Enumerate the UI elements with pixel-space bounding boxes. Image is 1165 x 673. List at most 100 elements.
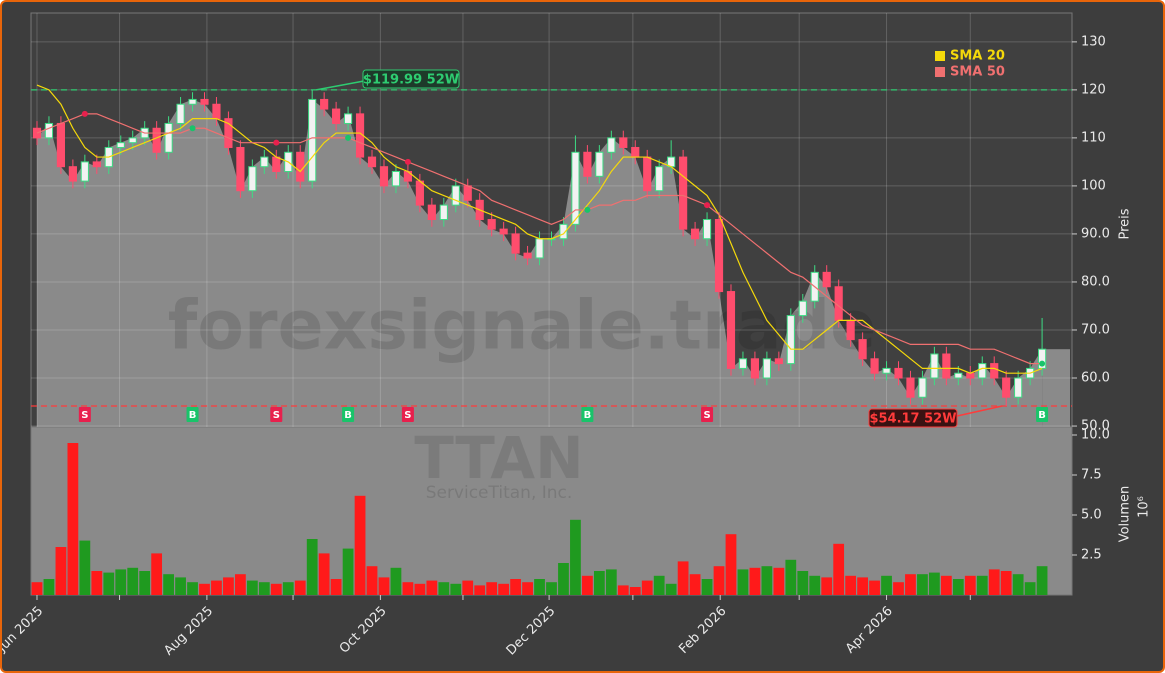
volume-panel (30, 426, 1073, 596)
y-tick-label: 80.0 (1081, 274, 1110, 289)
candle-body (439, 204, 448, 221)
volume-bar (1000, 571, 1012, 595)
signal-badge (401, 407, 414, 422)
candle-body (726, 291, 736, 369)
signal-dot (189, 125, 196, 132)
volume-bar (582, 575, 593, 595)
ticker-watermark: TTAN (414, 424, 583, 492)
candle-body (966, 372, 975, 379)
volume-bar (641, 580, 653, 595)
candle-body (272, 156, 281, 172)
volume-bar (426, 580, 438, 595)
volume-bar (330, 579, 342, 595)
signal-label: B (189, 410, 197, 421)
y2-tick-label: 7.5 (1081, 468, 1102, 483)
candle-body (188, 98, 197, 105)
volume-bar (761, 566, 773, 595)
volume-bar (43, 579, 55, 595)
candle-body (1002, 377, 1011, 398)
y-tick-label: 100 (1081, 178, 1106, 193)
volume-bar (677, 561, 689, 595)
signal-badge (342, 407, 355, 422)
candle-body (128, 137, 137, 144)
candle-body (92, 161, 101, 168)
volume-bar (617, 585, 629, 595)
candle-body (559, 223, 568, 240)
volume-bar (103, 572, 115, 595)
candle-body (332, 108, 341, 124)
candle-body (595, 151, 604, 177)
y-axis-label: Preis (1118, 208, 1133, 239)
candle-body (391, 170, 401, 187)
volume-bar (306, 539, 318, 595)
watermark: forexsignale.trade (168, 287, 877, 366)
y-tick-label: 130 (1081, 34, 1106, 49)
volume-bar (976, 575, 988, 595)
candle-body (152, 127, 161, 153)
x-tick-label: Dec 2025 (504, 604, 559, 659)
signal-label: S (703, 410, 710, 421)
signal-dot (1039, 360, 1046, 367)
candle-body (786, 315, 795, 365)
volume-bar (498, 583, 510, 595)
volume-bar (31, 582, 43, 595)
volume-bar (258, 582, 270, 595)
volume-bar (246, 580, 258, 595)
volume-bar (797, 571, 809, 595)
volume-bar (653, 575, 665, 595)
low-label: $54.17 52W (869, 412, 956, 427)
signal-badge (78, 407, 91, 422)
signal-badge (701, 407, 714, 422)
candle-body (906, 377, 915, 398)
candle-body (942, 353, 951, 379)
candle-body (176, 103, 185, 124)
volume-bar (342, 548, 354, 595)
candle-body (200, 98, 209, 105)
volume-bar (67, 443, 79, 595)
volume-bar (235, 574, 246, 595)
x-tick-label: Jun 2025 (2, 604, 46, 656)
volume-bar (187, 582, 198, 595)
candle-body (308, 98, 317, 182)
candle-body (451, 185, 460, 206)
volume-bar (725, 534, 737, 595)
high-arrow (316, 80, 365, 91)
x-tick-label: Aug 2025 (161, 604, 216, 659)
legend-swatch (935, 67, 945, 77)
y-tick-label: 70.0 (1081, 322, 1110, 337)
y-tick-label: 120 (1081, 82, 1106, 97)
candle-body (798, 300, 807, 317)
volume-bar (175, 577, 186, 595)
volume-bar (115, 569, 127, 595)
candle-body (954, 372, 963, 379)
candle-body (918, 377, 927, 398)
candle-body (248, 166, 257, 192)
candle-body (236, 146, 245, 192)
signal-badge (270, 407, 283, 422)
volume-bar (593, 571, 605, 595)
volume-bar (929, 572, 940, 595)
candle-body (164, 122, 173, 153)
volume-bar (809, 575, 821, 595)
candle-body (80, 161, 89, 182)
volume-bar (366, 566, 378, 595)
volume-bar (689, 574, 701, 595)
candle-body (990, 363, 999, 379)
legend-swatch (935, 51, 945, 61)
signal-dot (584, 206, 591, 213)
candle-body (1014, 377, 1023, 398)
volume-bar (605, 569, 617, 595)
volume-bar (510, 579, 521, 595)
candle-body (379, 166, 389, 187)
volume-bar (390, 567, 402, 595)
volume-bar (845, 575, 857, 595)
volume-bar (701, 579, 713, 595)
signal-label: S (404, 410, 411, 421)
legend-label: SMA 20 (950, 49, 1005, 64)
volume-bar (964, 575, 976, 595)
signal-dot (704, 202, 711, 209)
volume-bar (558, 563, 569, 595)
volume-bar (1024, 582, 1036, 595)
volume-bar (139, 571, 151, 595)
candle-body (535, 238, 544, 259)
